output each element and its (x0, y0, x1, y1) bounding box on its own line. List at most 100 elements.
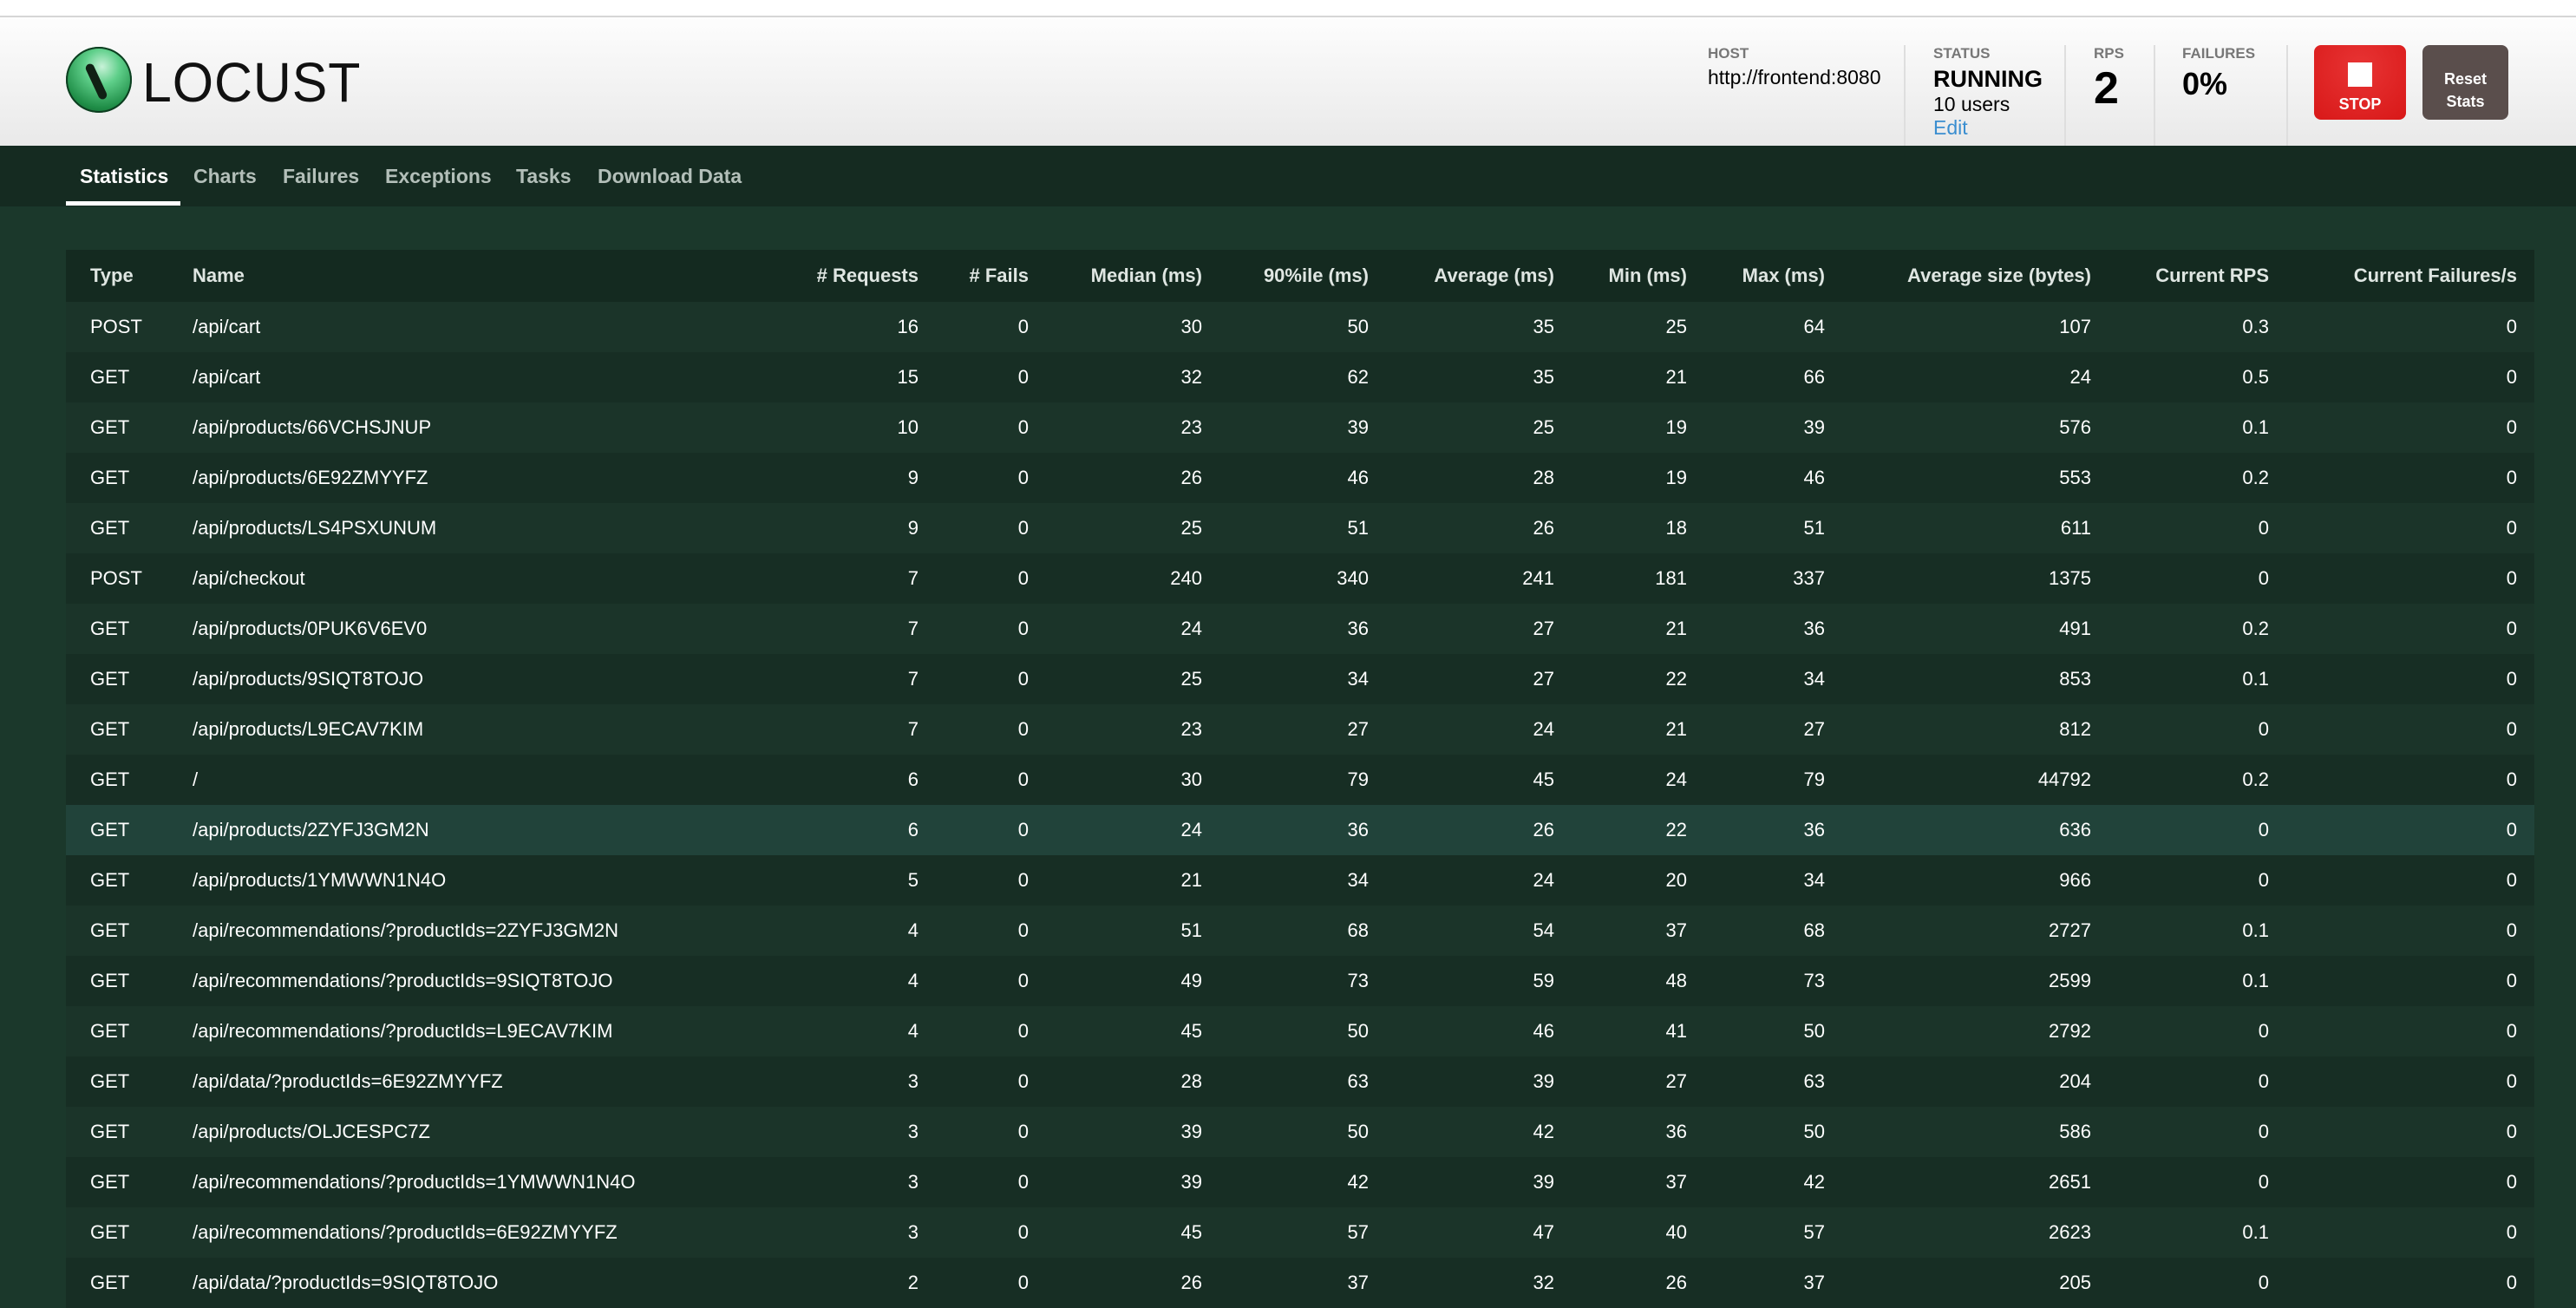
cell-current-failures: 0 (2506, 1221, 2517, 1243)
table-header-row: Type Name # Requests # Fails Median (ms) 90%i… (66, 250, 2534, 302)
table-row: POST/api/checkout 7 0 240 340 241 181 337 1375 0 0 (66, 553, 2534, 604)
cell-median: 32 (1180, 366, 1202, 388)
column-header-avg-size[interactable]: Average size (bytes) (1842, 250, 2109, 302)
cell-name: /api/products/OLJCESPC7Z (193, 1121, 430, 1142)
cell-min: 181 (1655, 567, 1687, 589)
cell-type: GET (90, 970, 130, 991)
cell-average: 26 (1533, 517, 1554, 539)
cell-requests: 2 (907, 1272, 919, 1293)
column-header-fails[interactable]: # Fails (936, 250, 1046, 302)
cell-avg-size: 491 (2059, 618, 2091, 639)
cell-median: 24 (1180, 819, 1202, 840)
cell-fails: 0 (1017, 869, 1029, 891)
stop-button[interactable]: STOP (2314, 45, 2406, 120)
cell-median: 25 (1180, 517, 1202, 539)
column-header-p90[interactable]: 90%ile (ms) (1219, 250, 1386, 302)
cell-avg-size: 2651 (2049, 1171, 2091, 1193)
cell-p90: 27 (1347, 718, 1369, 740)
column-header-average[interactable]: Average (ms) (1386, 250, 1572, 302)
cell-min: 27 (1665, 1070, 1687, 1092)
cell-average: 241 (1522, 567, 1554, 589)
cell-current-failures: 0 (2506, 618, 2517, 639)
tab-failures[interactable]: Failures (283, 165, 360, 187)
failures-value: 0% (2182, 66, 2228, 101)
cell-current-rps: 0 (2258, 1272, 2269, 1293)
cell-median: 23 (1180, 718, 1202, 740)
statistics-table: Type Name # Requests # Fails Median (ms) 90%i… (66, 250, 2534, 1308)
tab-statistics[interactable]: Statistics (80, 165, 169, 187)
cell-current-failures: 0 (2506, 1070, 2517, 1092)
column-header-name[interactable]: Name (173, 250, 763, 302)
cell-max: 63 (1803, 1070, 1825, 1092)
cell-average: 27 (1533, 618, 1554, 639)
stop-label: STOP (2338, 95, 2382, 113)
cell-fails: 0 (1017, 618, 1029, 639)
cell-min: 41 (1665, 1020, 1687, 1042)
tab-download-data[interactable]: Download Data (598, 165, 742, 187)
column-header-min[interactable]: Min (ms) (1572, 250, 1704, 302)
table-row: GET/api/recommendations/?productIds=1YMW… (66, 1157, 2534, 1207)
table-row: GET/api/recommendations/?productIds=6E92… (66, 1207, 2534, 1258)
cell-requests: 7 (907, 718, 919, 740)
active-tab-indicator (66, 201, 180, 206)
cell-current-rps: 0.3 (2242, 316, 2269, 337)
edit-link[interactable]: Edit (1933, 116, 1968, 139)
cell-min: 21 (1665, 718, 1687, 740)
column-header-requests[interactable]: # Requests (763, 250, 936, 302)
cell-name: /api/products/LS4PSXUNUM (193, 517, 437, 539)
cell-current-failures: 0 (2506, 768, 2517, 790)
cell-name: /api/recommendations/?productIds=6E92ZMY… (193, 1221, 618, 1243)
cell-min: 25 (1665, 316, 1687, 337)
cell-type: GET (90, 718, 130, 740)
cell-p90: 34 (1347, 869, 1369, 891)
cell-type: GET (90, 366, 130, 388)
cell-current-failures: 0 (2506, 718, 2517, 740)
column-header-median[interactable]: Median (ms) (1046, 250, 1219, 302)
cell-average: 59 (1533, 970, 1554, 991)
cell-name: /api/products/2ZYFJ3GM2N (193, 819, 429, 840)
cell-min: 21 (1665, 618, 1687, 639)
cell-type: GET (90, 517, 130, 539)
reset-stats-button[interactable]: Reset Stats (2422, 45, 2508, 120)
cell-min: 19 (1665, 416, 1687, 438)
cell-average: 32 (1533, 1272, 1554, 1293)
cell-fails: 0 (1017, 970, 1029, 991)
table-row: GET/api/recommendations/?productIds=9SIQ… (66, 956, 2534, 1006)
cell-avg-size: 576 (2059, 416, 2091, 438)
tab-charts[interactable]: Charts (193, 165, 257, 187)
cell-fails: 0 (1017, 366, 1029, 388)
cell-avg-size: 611 (2060, 517, 2091, 539)
cell-avg-size: 44792 (2037, 768, 2091, 790)
cell-max: 34 (1803, 869, 1825, 891)
table-row: GET/api/products/1YMWWN1N4O 5 0 21 34 24 20 34 9… (66, 855, 2534, 906)
cell-name: /api/recommendations/?productIds=9SIQT8T… (193, 970, 613, 991)
cell-fails: 0 (1017, 1171, 1029, 1193)
cell-max: 37 (1803, 1272, 1825, 1293)
tab-exceptions[interactable]: Exceptions (385, 165, 492, 187)
cell-p90: 63 (1347, 1070, 1369, 1092)
cell-min: 37 (1665, 1171, 1687, 1193)
cell-median: 28 (1180, 1070, 1202, 1092)
column-header-current-rps[interactable]: Current RPS (2109, 250, 2286, 302)
cell-max: 57 (1803, 1221, 1825, 1243)
cell-p90: 39 (1347, 416, 1369, 438)
cell-average: 39 (1533, 1070, 1554, 1092)
cell-fails: 0 (1017, 416, 1029, 438)
cell-average: 24 (1533, 869, 1554, 891)
cell-type: GET (90, 1171, 130, 1193)
column-header-max[interactable]: Max (ms) (1704, 250, 1842, 302)
cell-current-rps: 0.5 (2242, 366, 2269, 388)
cell-min: 37 (1665, 919, 1687, 941)
failures-stat: FAILURES 0% (2182, 45, 2255, 102)
status-value: RUNNING (1933, 66, 2043, 92)
cell-median: 45 (1180, 1020, 1202, 1042)
cell-type: POST (90, 567, 142, 589)
column-header-current-failures[interactable]: Current Failures/s (2286, 250, 2534, 302)
cell-p90: 73 (1347, 970, 1369, 991)
cell-median: 39 (1180, 1121, 1202, 1142)
cell-min: 22 (1665, 819, 1687, 840)
tab-tasks[interactable]: Tasks (516, 165, 572, 187)
cell-current-failures: 0 (2506, 1020, 2517, 1042)
column-header-type[interactable]: Type (66, 250, 173, 302)
cell-current-failures: 0 (2506, 970, 2517, 991)
